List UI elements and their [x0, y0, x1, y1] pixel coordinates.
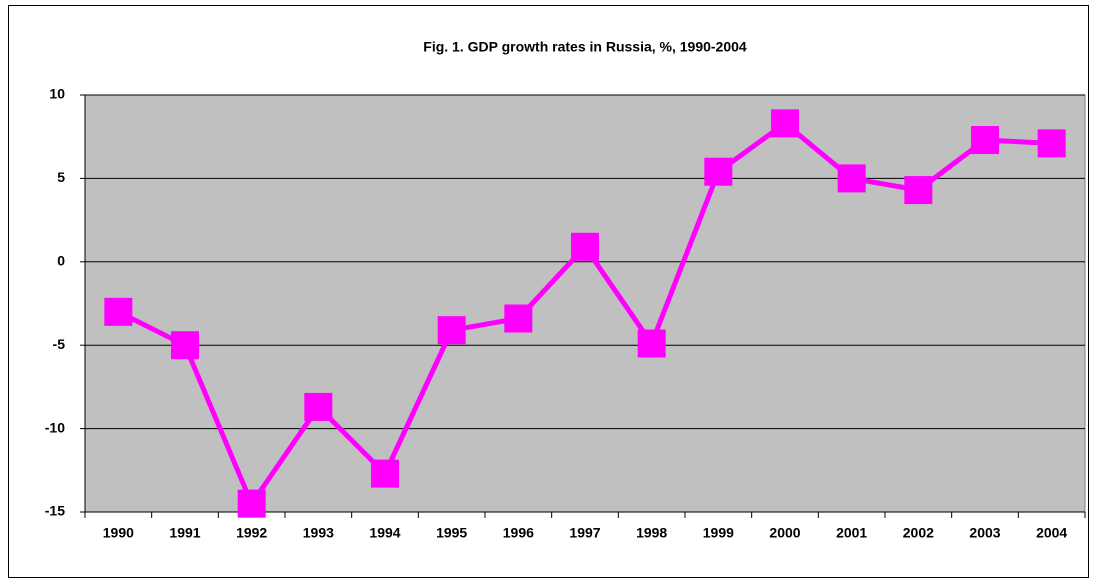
marker: [171, 331, 199, 360]
marker: [971, 126, 999, 155]
marker: [504, 304, 533, 333]
y-tick-label: -5: [53, 336, 66, 352]
marker: [704, 157, 733, 186]
x-tick-label: 2000: [769, 525, 800, 541]
y-tick-label: -10: [45, 419, 65, 435]
y-tick-label: 10: [49, 86, 65, 102]
x-tick-label: 1997: [569, 525, 600, 541]
x-tick-label: 1994: [369, 525, 400, 541]
chart-title: Fig. 1. GDP growth rates in Russia, %, 1…: [423, 39, 747, 55]
x-tick-label: 2002: [903, 525, 934, 541]
x-tick-label: 1999: [703, 525, 734, 541]
y-tick-label: 5: [57, 169, 65, 185]
marker: [1037, 129, 1066, 158]
marker: [237, 489, 266, 518]
x-tick-label: 1992: [236, 525, 267, 541]
x-tick-label: 1991: [169, 525, 200, 541]
marker: [304, 392, 333, 421]
x-tick-label: 2003: [969, 525, 1000, 541]
marker: [571, 232, 599, 261]
x-tick-label: 2004: [1036, 525, 1067, 541]
marker: [837, 164, 866, 193]
x-tick-label: 2001: [836, 525, 867, 541]
x-tick-label: 1990: [103, 525, 134, 541]
x-tick-label: 1998: [636, 525, 667, 541]
y-tick-label: 0: [57, 253, 65, 269]
x-tick-label: 1995: [436, 525, 467, 541]
marker: [437, 316, 466, 345]
marker: [637, 329, 666, 358]
x-tick-label: 1996: [503, 525, 534, 541]
marker: [904, 176, 933, 205]
y-tick-label: -15: [45, 503, 65, 519]
marker: [771, 109, 799, 138]
marker: [371, 459, 399, 488]
plot-area: [84, 94, 1086, 513]
x-tick-label: 1993: [303, 525, 334, 541]
marker: [104, 297, 133, 326]
